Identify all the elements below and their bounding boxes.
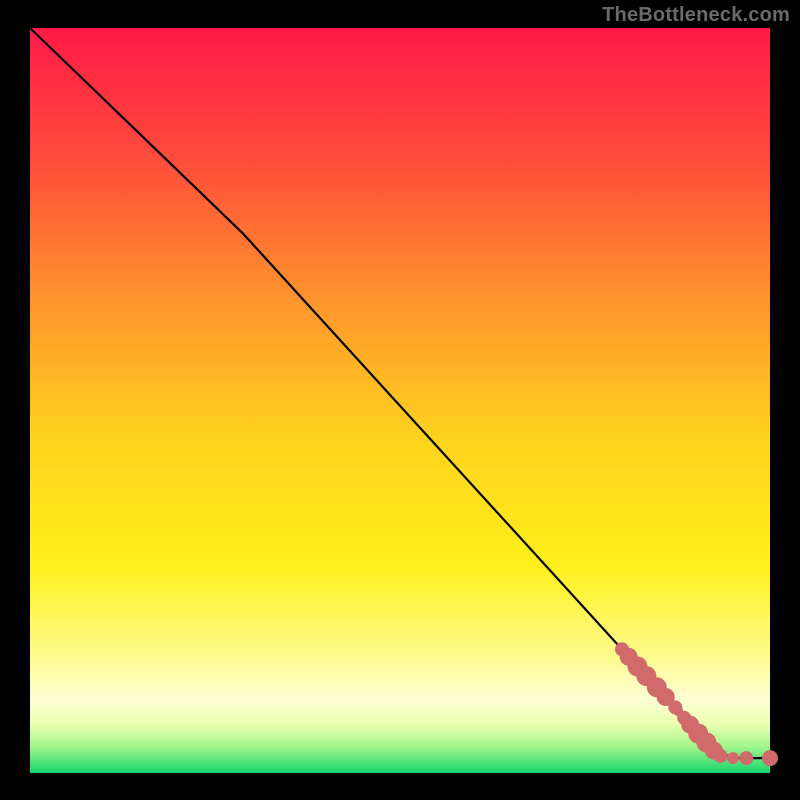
data-marker [739, 751, 753, 765]
data-marker [713, 749, 727, 763]
marker-group [615, 642, 778, 766]
data-marker [727, 752, 739, 764]
trend-line [30, 28, 770, 758]
stage: TheBottleneck.com [0, 0, 800, 800]
watermark-text: TheBottleneck.com [602, 4, 790, 27]
data-marker [762, 750, 778, 766]
chart-overlay [0, 0, 800, 800]
